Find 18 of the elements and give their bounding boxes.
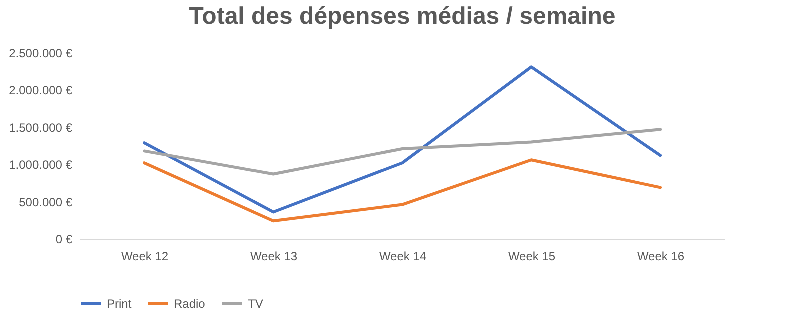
x-tick-label: Week 14: [379, 250, 427, 264]
y-tick-label: 2.000.000 €: [9, 84, 73, 98]
legend-label: Radio: [174, 296, 206, 311]
x-tick-label: Week 16: [637, 250, 685, 264]
chart-title: Total des dépenses médias / semaine: [189, 3, 616, 30]
line-series: [143, 158, 662, 223]
x-tick-label: Week 15: [508, 250, 556, 264]
y-tick-label: 2.500.000 €: [9, 46, 73, 60]
y-tick-label: 0 €: [56, 232, 73, 246]
x-tick-label: Week 12: [121, 250, 169, 264]
y-tick-label: 1.000.000 €: [9, 158, 73, 172]
legend-label: TV: [248, 296, 264, 311]
legend-label: Print: [107, 296, 132, 311]
line-series: [143, 66, 662, 214]
line-series: [143, 128, 662, 176]
y-tick-label: 500.000 €: [19, 195, 73, 210]
y-tick-label: 1.500.000 €: [9, 120, 73, 135]
x-tick-label: Week 13: [250, 250, 298, 264]
